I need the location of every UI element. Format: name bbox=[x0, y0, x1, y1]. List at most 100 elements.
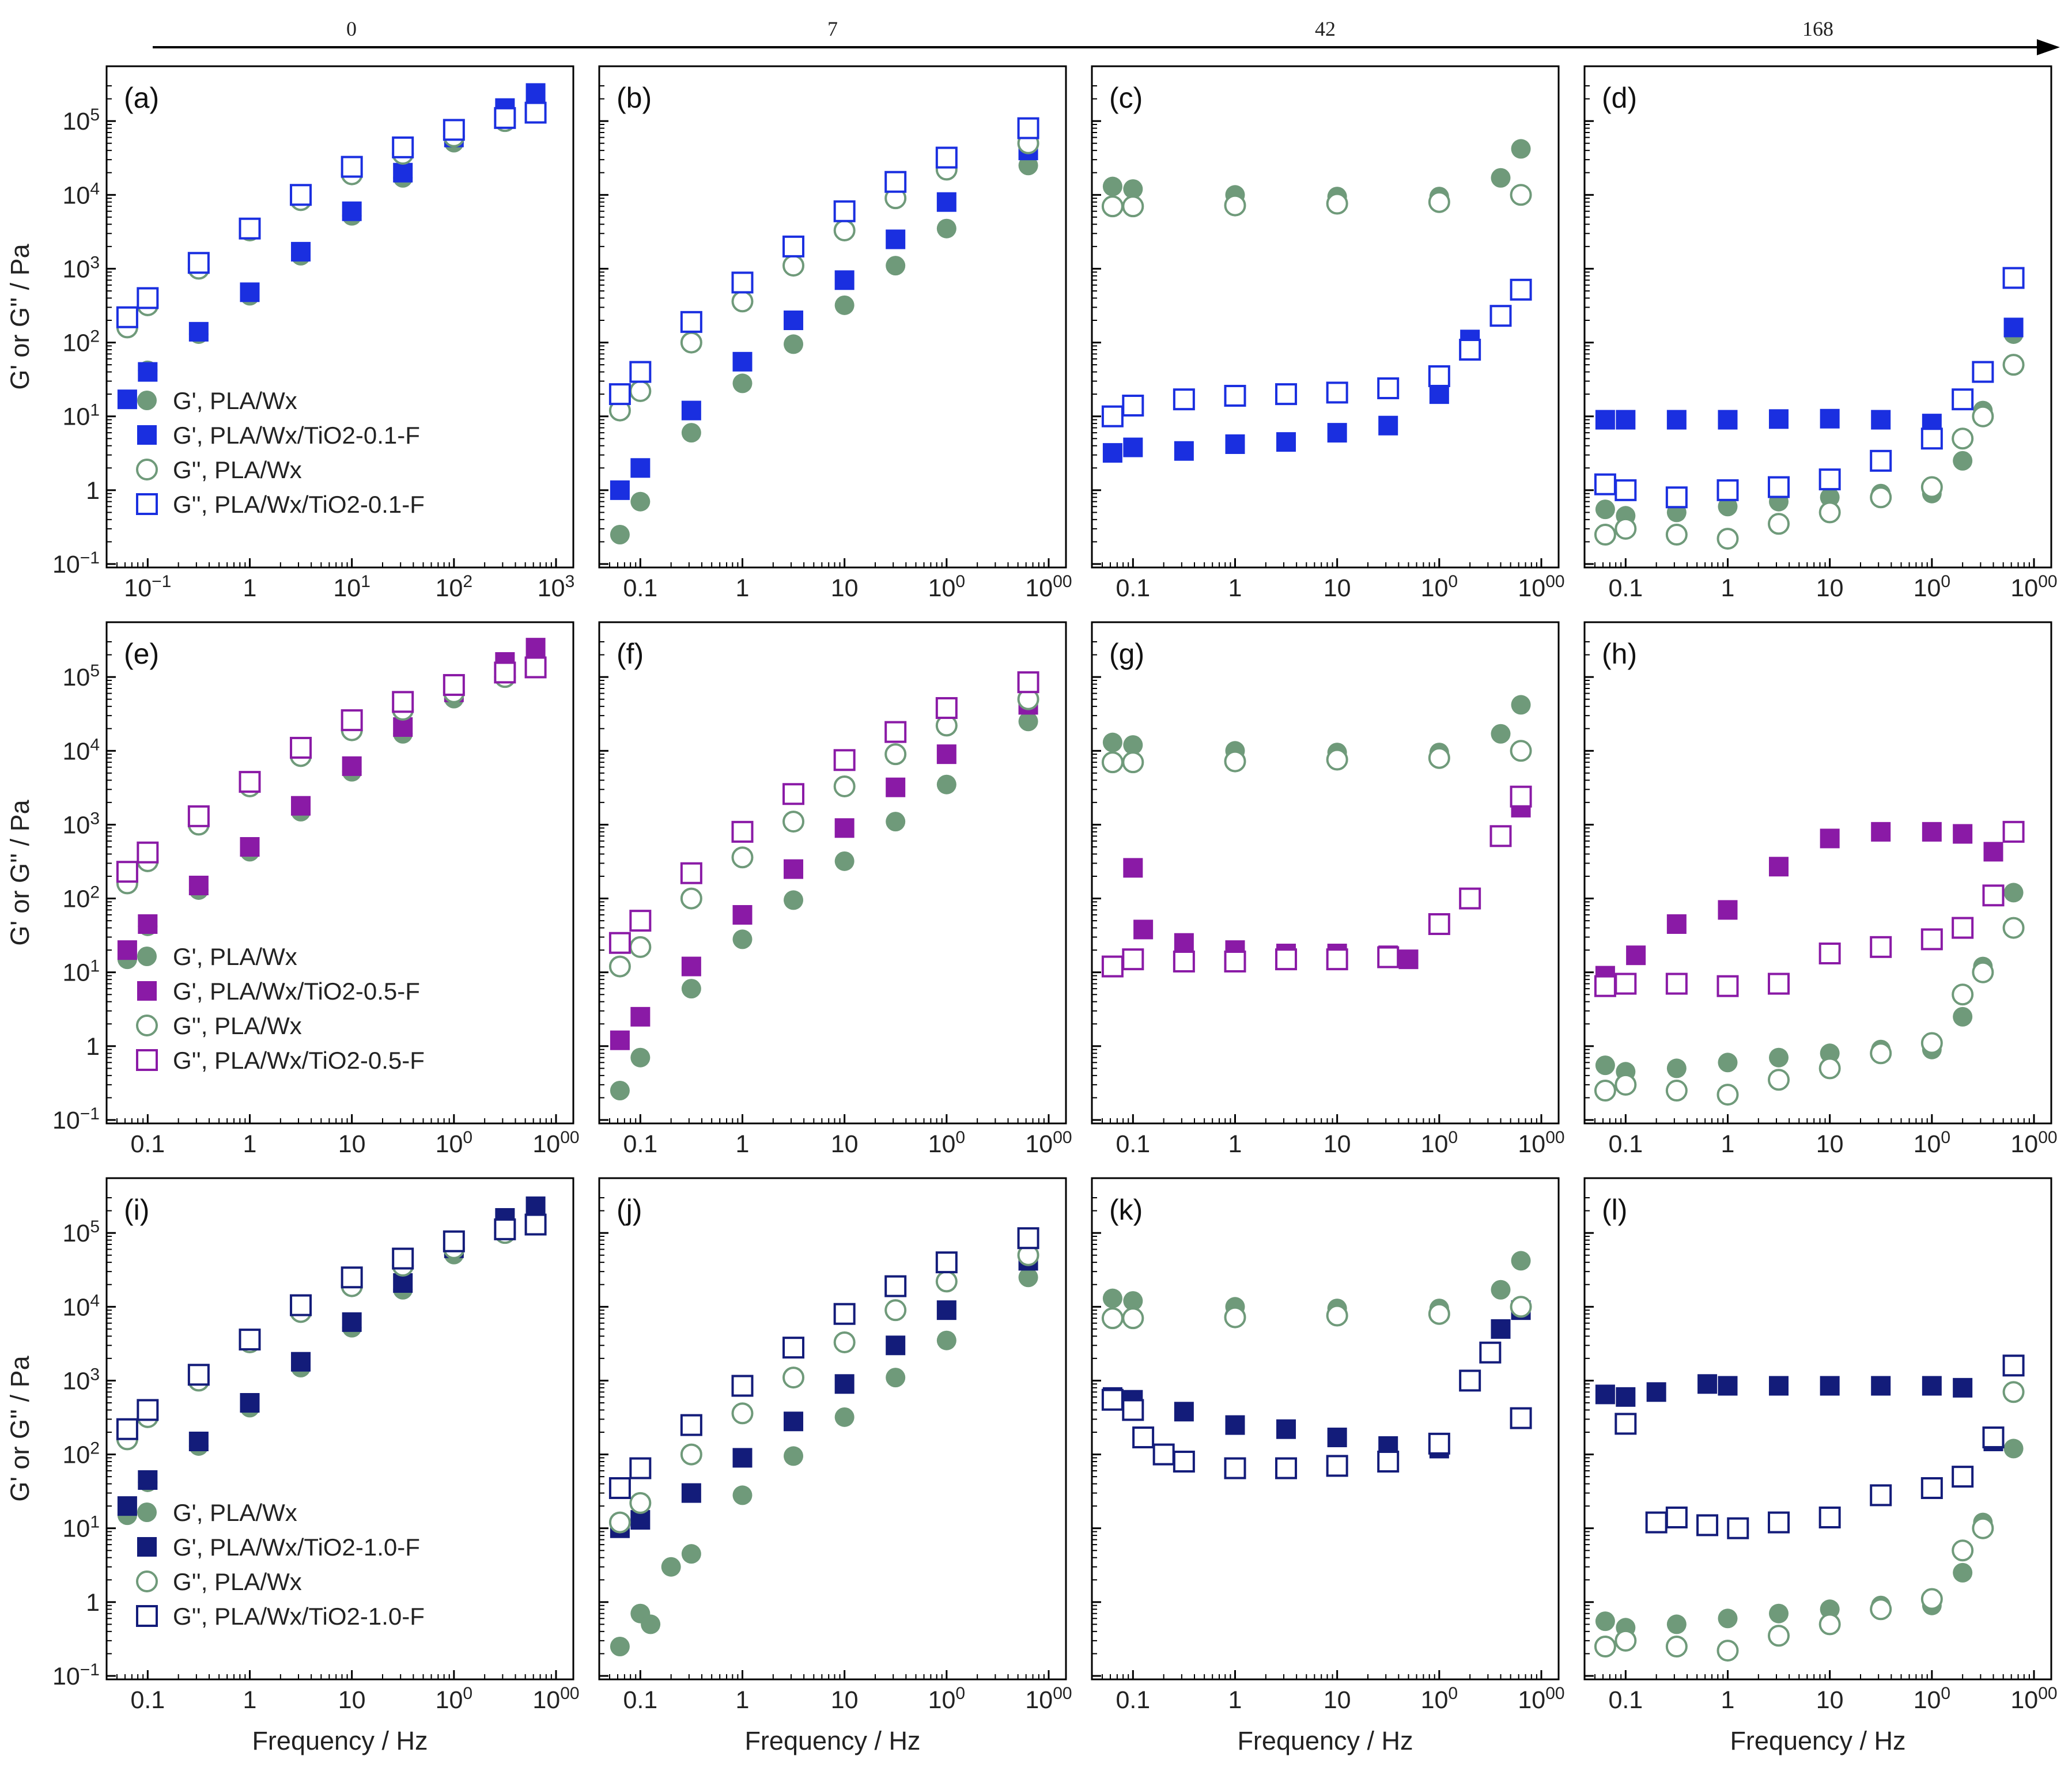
data-point bbox=[290, 736, 312, 759]
data-point bbox=[884, 1299, 907, 1322]
series-markers bbox=[1594, 820, 2025, 1106]
data-point bbox=[1871, 822, 1891, 842]
x-tick-label: 100 bbox=[928, 1128, 966, 1159]
chart-panel-3: 0.1 1 10 100 1000 (c) bbox=[1091, 65, 1565, 603]
x-tick-label: 100 bbox=[1421, 1684, 1458, 1715]
data-point bbox=[1491, 1280, 1511, 1300]
data-point bbox=[661, 1557, 681, 1577]
y-tick-label: 102 bbox=[62, 1439, 100, 1469]
data-point bbox=[1511, 139, 1531, 159]
data-point bbox=[1275, 948, 1298, 971]
x-tick-label: 100 bbox=[1421, 572, 1458, 603]
data-point bbox=[1920, 1032, 1943, 1054]
plot-frame bbox=[1091, 65, 1560, 569]
data-point bbox=[1489, 825, 1512, 847]
data-point bbox=[187, 1364, 210, 1386]
data-point bbox=[1018, 1267, 1038, 1288]
data-point bbox=[1972, 1517, 1994, 1539]
data-point bbox=[1718, 1053, 1738, 1073]
data-point bbox=[1017, 671, 1039, 694]
series-4 bbox=[608, 1227, 1039, 1499]
data-point bbox=[1818, 1057, 1841, 1080]
data-point bbox=[1122, 948, 1144, 971]
x-tick-label: 10 bbox=[338, 1130, 366, 1158]
data-point bbox=[116, 861, 138, 883]
data-point bbox=[188, 1432, 209, 1452]
data-point bbox=[1594, 975, 1616, 997]
x-tick-label: 100 bbox=[1914, 1684, 1951, 1715]
data-point bbox=[342, 756, 362, 776]
data-point bbox=[732, 1485, 753, 1505]
time-label-7: 7 bbox=[827, 17, 838, 40]
series-4 bbox=[608, 117, 1039, 406]
series-3 bbox=[1594, 354, 2025, 550]
data-point bbox=[1972, 361, 1994, 383]
x-tick-label: 0.1 bbox=[1116, 1686, 1150, 1714]
data-point bbox=[782, 235, 805, 258]
x-tick-label: 1 bbox=[243, 1686, 257, 1714]
y-tick-label: 10−1 bbox=[52, 1660, 100, 1691]
data-point bbox=[341, 156, 363, 178]
y-axis-title: G' or G'' / Pa bbox=[5, 1355, 35, 1501]
plot-frame bbox=[598, 1177, 1067, 1681]
data-point bbox=[1428, 913, 1450, 936]
data-point bbox=[1018, 711, 1038, 732]
data-point bbox=[1479, 1341, 1502, 1364]
data-point bbox=[1428, 191, 1450, 213]
data-point bbox=[341, 709, 363, 732]
y-tick-label: 103 bbox=[62, 253, 100, 283]
x-tick-label: 100 bbox=[1914, 1128, 1951, 1159]
data-point bbox=[833, 219, 856, 241]
data-point bbox=[1102, 1288, 1122, 1308]
x-tick-label: 100 bbox=[928, 1684, 966, 1715]
data-point bbox=[138, 914, 158, 934]
data-point bbox=[886, 229, 906, 249]
data-point bbox=[1174, 933, 1194, 953]
series-markers bbox=[608, 671, 1039, 1101]
chart-panel-4: 0.1 1 10 100 1000 (d) bbox=[1583, 65, 2058, 602]
x-tick-label: 1000 bbox=[1518, 1128, 1564, 1159]
data-point bbox=[1718, 900, 1738, 920]
data-point bbox=[834, 851, 854, 871]
x-tick-label: 10 bbox=[831, 1130, 859, 1158]
data-point bbox=[240, 282, 260, 302]
data-point bbox=[1769, 857, 1789, 877]
right-arrow-icon bbox=[2037, 39, 2060, 55]
data-point bbox=[1017, 1227, 1039, 1250]
legend-marker bbox=[136, 493, 158, 515]
legend-entry: G'', PLA/Wx bbox=[173, 1568, 302, 1595]
data-point bbox=[1716, 528, 1739, 550]
data-point bbox=[1276, 432, 1296, 452]
data-point bbox=[681, 423, 701, 443]
x-tick-label: 10 bbox=[831, 574, 859, 602]
data-point bbox=[1727, 1517, 1749, 1539]
data-point bbox=[834, 1374, 854, 1394]
x-tick-label: 101 bbox=[333, 572, 370, 603]
series-4 bbox=[1101, 785, 1532, 978]
x-tick-label: 1000 bbox=[2010, 1128, 2057, 1159]
data-point bbox=[1626, 945, 1646, 966]
x-tick-label: 103 bbox=[538, 572, 575, 603]
data-point bbox=[1101, 1388, 1124, 1411]
y-tick-label: 105 bbox=[62, 105, 100, 136]
panel-label: (g) bbox=[1109, 638, 1144, 670]
data-point bbox=[341, 1266, 363, 1289]
x-tick-label: 100 bbox=[436, 1684, 473, 1715]
data-point bbox=[1818, 943, 1841, 965]
data-point bbox=[1768, 1069, 1790, 1091]
data-point bbox=[291, 1352, 311, 1372]
data-point bbox=[137, 841, 159, 864]
data-point bbox=[187, 252, 210, 274]
data-point bbox=[2002, 1354, 2025, 1377]
data-point bbox=[630, 1006, 651, 1027]
data-point bbox=[784, 1446, 804, 1466]
x-tick-label: 100 bbox=[928, 572, 966, 603]
series-1 bbox=[610, 711, 1038, 1101]
legend-marker bbox=[137, 947, 157, 966]
data-point bbox=[833, 1303, 856, 1325]
x-tick-label: 100 bbox=[1421, 1128, 1458, 1159]
data-point bbox=[1665, 486, 1688, 509]
data-point bbox=[1275, 383, 1298, 406]
series-markers bbox=[1594, 267, 2025, 550]
data-point bbox=[731, 1375, 754, 1397]
